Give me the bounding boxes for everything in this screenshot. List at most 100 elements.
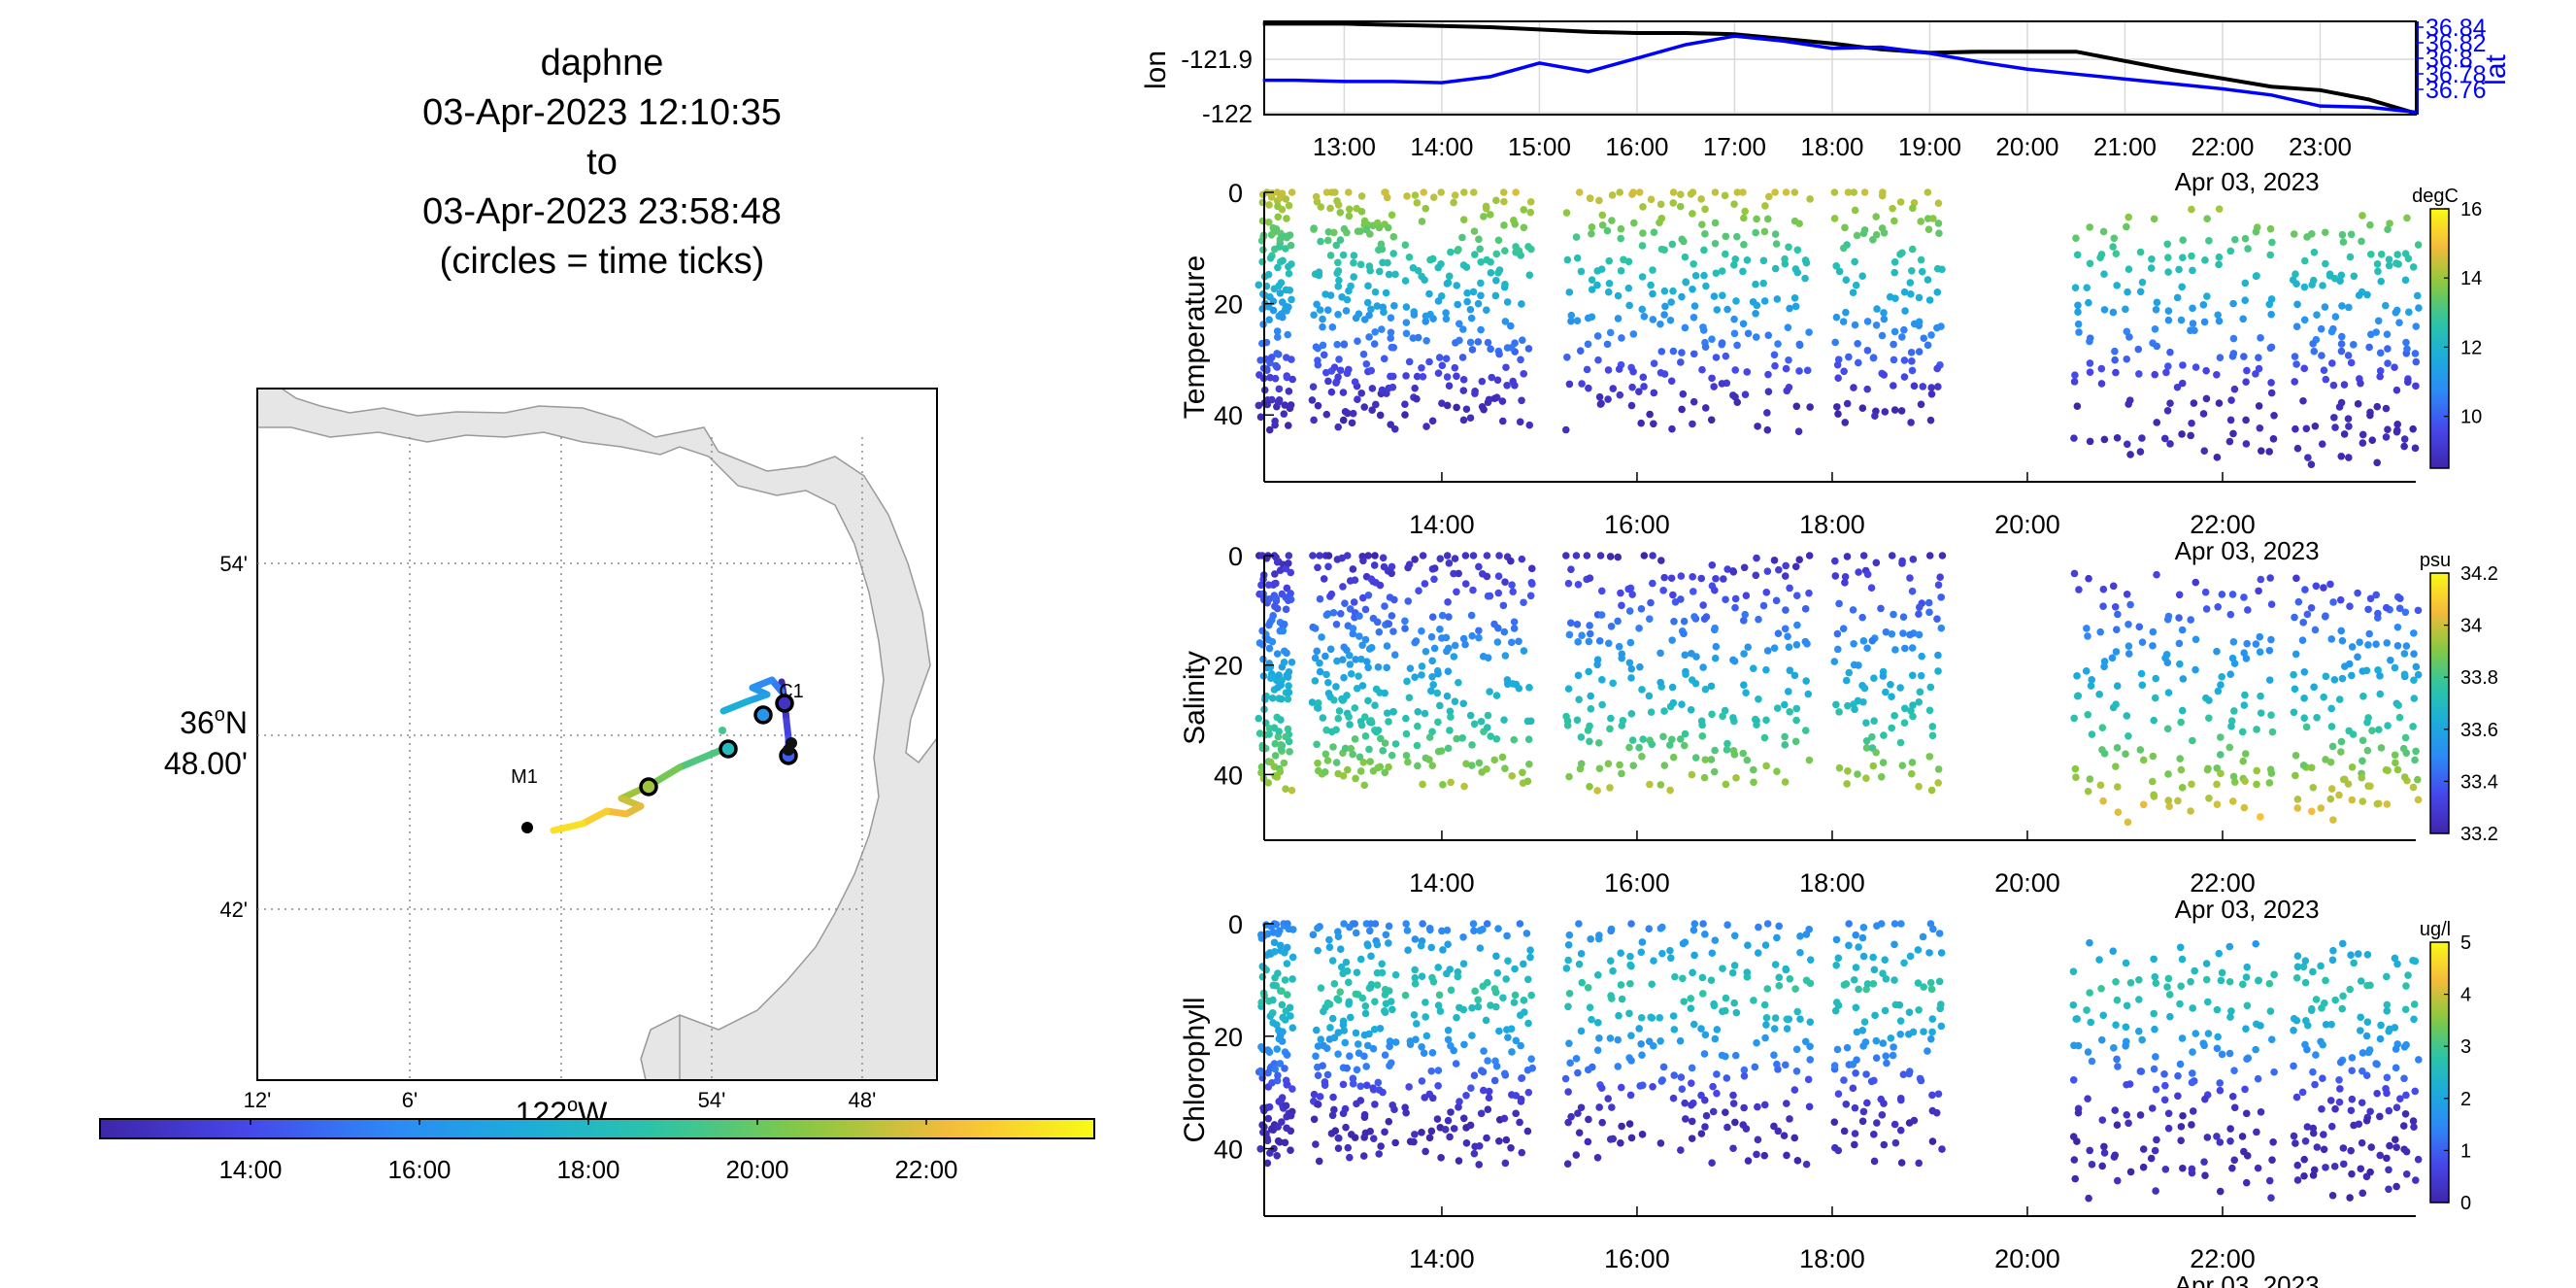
chlorophyll-point [2331, 1104, 2339, 1113]
salinity-point [2083, 625, 2091, 632]
chlorophyll-point [2202, 960, 2211, 967]
chlorophyll-point [1595, 1103, 1603, 1111]
chlorophyll-point [1495, 1027, 1503, 1035]
temperature-point [1832, 262, 1840, 270]
salinity-point [1669, 591, 1677, 599]
chlorophyll-point [1728, 968, 1737, 977]
temperature-point [1624, 257, 1633, 266]
salinity-point [2174, 797, 2182, 805]
temperature-point [1700, 271, 1708, 280]
chlorophyll-point [1905, 1069, 1914, 1078]
temperature-point [1339, 416, 1348, 424]
temperature-point [1459, 325, 1467, 333]
temperature-point [2229, 350, 2238, 357]
salinity-x-tick: 14:00 [1409, 868, 1475, 898]
chlorophyll-point [1352, 1029, 1360, 1037]
temperature-point [1852, 281, 1860, 289]
salinity-point [1455, 569, 1462, 578]
temperature-point [1896, 198, 1905, 206]
temperature-point [1741, 207, 1749, 216]
salinity-point [1720, 575, 1727, 583]
temperature-point [1668, 240, 1677, 249]
temperature-point [2337, 452, 2346, 460]
chlorophyll-point [2410, 1123, 2418, 1131]
temperature-point [1764, 331, 1773, 339]
salinity-point [2244, 606, 2252, 614]
salinity-point [1340, 643, 1348, 652]
temperature-point [2313, 311, 2321, 319]
salinity-point [1732, 774, 1740, 782]
chlorophyll-point [1845, 920, 1853, 928]
chlorophyll-point [1283, 1051, 1291, 1059]
salinity-point [2366, 782, 2374, 791]
chlorophyll-point [2357, 1165, 2365, 1173]
chlorophyll-point [1775, 982, 1784, 990]
salinity-point [1316, 667, 1324, 676]
salinity-point [1565, 630, 1574, 639]
chlorophyll-point [1802, 1160, 1811, 1169]
temperature-point [1425, 357, 1433, 366]
chlorophyll-point [1783, 1015, 1791, 1024]
salinity-point [1762, 716, 1770, 725]
temperature-colorbar-tick: 10 [2460, 407, 2482, 428]
salinity-point [1625, 743, 1633, 752]
salinity-point [1909, 712, 1917, 721]
temperature-point [1478, 402, 1487, 411]
salinity-point [1635, 743, 1643, 752]
temperature-point [1773, 295, 1782, 303]
salinity-point [2338, 636, 2347, 645]
temperature-point [1926, 416, 1935, 424]
temperature-point [1420, 188, 1428, 196]
salinity-point [1928, 723, 1937, 730]
temperature-point [2292, 360, 2300, 368]
salinity-point [1353, 684, 1361, 693]
chlorophyll-point [2188, 1165, 2196, 1173]
salinity-point [1604, 639, 1613, 648]
temperature-point [2242, 378, 2250, 386]
temperature-point [1774, 340, 1782, 348]
chlorophyll-point [1321, 1078, 1329, 1086]
chlorophyll-point [1932, 1108, 1941, 1117]
salinity-point [1682, 670, 1689, 678]
temperature-point [1317, 203, 1325, 211]
chlorophyll-point [2254, 1074, 2262, 1083]
temperature-point [1387, 328, 1395, 337]
salinity-point [1425, 733, 1434, 741]
salinity-point [1510, 625, 1519, 632]
salinity-point [1915, 782, 1923, 791]
chlorophyll-point [1425, 925, 1434, 932]
salinity-point [2364, 605, 2372, 614]
salinity-point [1708, 560, 1717, 569]
chlorophyll-point [2113, 1121, 2122, 1129]
salinity-point [2346, 602, 2354, 610]
chlorophyll-point [1855, 943, 1862, 951]
chlorophyll-point [1418, 1129, 1425, 1136]
lonlat-x-tick: 20:00 [1995, 132, 2058, 161]
chlorophyll-point [1339, 1021, 1348, 1030]
salinity-point [1390, 651, 1399, 660]
temperature-point [1772, 240, 1781, 248]
salinity-point [1364, 696, 1372, 705]
chlorophyll-point [1404, 946, 1412, 954]
salinity-point [1327, 590, 1336, 598]
chlorophyll-point [2152, 1053, 2159, 1061]
chlorophyll-point [1279, 1013, 1288, 1022]
track-point [783, 744, 794, 756]
chlorophyll-point [1926, 978, 1935, 987]
salinity-point [1329, 608, 1338, 617]
temperature-unit-label: degC [2412, 186, 2459, 207]
temperature-point [1880, 371, 1889, 379]
chlorophyll-point [2203, 998, 2212, 1006]
chlorophyll-point [1418, 1077, 1426, 1085]
chlorophyll-point [1309, 931, 1318, 939]
temperature-point [1625, 301, 1633, 310]
temperature-point [2216, 354, 2225, 362]
chlorophyll-point [2114, 1063, 2122, 1070]
chlorophyll-point [1770, 1025, 1779, 1033]
salinity-point [2365, 629, 2373, 638]
salinity-point [1639, 735, 1647, 743]
temperature-point [1285, 262, 1292, 271]
chlorophyll-point [1287, 1146, 1294, 1155]
salinity-point [1324, 562, 1332, 571]
temperature-point [1647, 281, 1655, 289]
